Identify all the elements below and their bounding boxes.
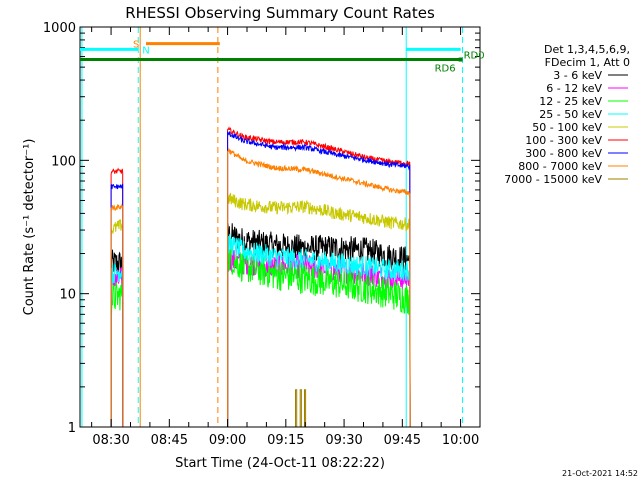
series-6-segment-0	[110, 183, 124, 427]
legend-label-7: 800 - 7000 keV	[518, 160, 602, 173]
x-tick-label-3: 09:15	[267, 433, 304, 448]
legend-header-line-2: FDecim 1, Att 0	[545, 56, 630, 69]
x-axis-label: Start Time (24-Oct-11 08:22:22)	[175, 456, 385, 471]
series-3-segment-0	[110, 263, 124, 427]
legend-header-line-1: Det 1,3,4,5,6,9,	[544, 43, 630, 56]
series-0-segment-1	[227, 222, 411, 428]
series-4-segment-0	[110, 219, 124, 427]
series-7	[110, 147, 411, 428]
x-tick-label-6: 10:00	[442, 433, 479, 448]
x-tick-label-4: 09:30	[325, 433, 362, 448]
y-axis-label: Count Rate (s⁻¹ detector⁻¹)	[22, 139, 37, 316]
flag-label-0: S	[133, 40, 139, 51]
flag-label-4: RD0	[464, 51, 485, 62]
series-3	[110, 233, 411, 428]
legend-label-6: 300 - 800 keV	[525, 147, 602, 160]
series-8-segment-2	[304, 389, 307, 427]
x-tick-label-1: 08:45	[151, 433, 188, 448]
series-3-segment-1	[227, 233, 411, 428]
plot-area	[81, 27, 464, 428]
series-8	[295, 389, 307, 427]
series-2-segment-1	[227, 244, 411, 428]
y-tick-label-0: 1	[68, 421, 76, 436]
legend-label-0: 3 - 6 keV	[553, 69, 602, 82]
legend-label-4: 50 - 100 keV	[532, 121, 602, 134]
x-axis: 08:30 08:45 09:00 09:15 09:30 09:45 10:00	[91, 27, 481, 448]
plot-frame	[79, 26, 481, 428]
flag-label-1: N	[142, 45, 149, 56]
x-tick-label-0: 08:30	[92, 433, 129, 448]
series-4	[110, 192, 411, 428]
series-5-segment-0	[110, 167, 124, 427]
series-2-segment-0	[110, 280, 124, 427]
series-5-segment-1	[227, 126, 411, 428]
x-tick-label-5: 09:45	[384, 433, 421, 448]
series-0	[110, 222, 411, 428]
flag-marker-4	[458, 57, 463, 62]
y-axis: 1 10 100 1000	[43, 21, 480, 436]
x-tick-label-2: 09:00	[209, 433, 246, 448]
legend-label-1: 6 - 12 keV	[546, 82, 602, 95]
series-8-segment-0	[295, 389, 298, 427]
y-tick-label-1: 10	[59, 288, 76, 303]
series-0-segment-0	[110, 249, 124, 427]
series-6-segment-1	[227, 131, 411, 428]
series-5	[110, 126, 411, 428]
legend-label-2: 12 - 25 keV	[539, 95, 602, 108]
legend-label-5: 100 - 300 keV	[525, 134, 602, 147]
y-tick-label-2: 100	[51, 154, 76, 169]
chart-title: RHESSI Observing Summary Count Rates	[125, 4, 435, 22]
y-tick-label-3: 1000	[43, 21, 76, 36]
timestamp: 21-Oct-2021 14:52	[562, 469, 638, 478]
series-7-segment-0	[110, 203, 124, 427]
legend-label-3: 25 - 50 keV	[539, 108, 602, 121]
series-7-segment-1	[227, 147, 411, 428]
series-4-segment-1	[227, 192, 411, 428]
flag-bars: SN RD6 RD0	[80, 40, 485, 75]
legend: Det 1,3,4,5,6,9, FDecim 1, Att 0 3 - 6 k…	[504, 43, 630, 186]
flag-label-3: RD6	[435, 64, 456, 75]
legend-label-8: 7000 - 15000 keV	[504, 173, 602, 186]
series-8-segment-1	[299, 389, 302, 427]
series-6	[110, 131, 411, 428]
